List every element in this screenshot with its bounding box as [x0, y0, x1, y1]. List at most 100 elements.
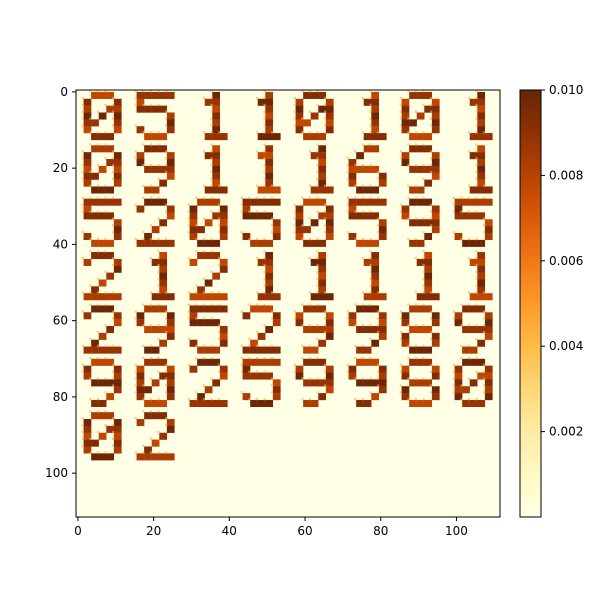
digit-halo	[316, 263, 319, 267]
digit-stroke	[462, 212, 470, 220]
digit-halo	[475, 370, 478, 373]
digit-stroke	[159, 105, 168, 113]
digit-stroke	[409, 186, 417, 194]
digit-halo	[240, 363, 243, 367]
digit-halo	[369, 96, 372, 100]
digit-stroke	[151, 186, 160, 194]
digit-stroke	[136, 365, 145, 373]
digit-stroke	[431, 226, 440, 234]
digit-stroke	[325, 105, 334, 113]
digit-halo	[475, 277, 478, 280]
digit-stroke	[431, 339, 440, 347]
digit-stroke	[98, 239, 107, 247]
digit-halo	[482, 370, 486, 373]
digit-halo	[157, 430, 160, 434]
digit-stroke	[310, 305, 319, 313]
digit-halo	[248, 356, 251, 360]
digit-halo	[134, 391, 137, 394]
digit-halo	[89, 250, 92, 253]
digit-stroke	[424, 272, 433, 280]
digit-stroke	[363, 165, 372, 173]
digit-stroke	[83, 159, 92, 167]
digit-halo	[316, 177, 319, 180]
digit-halo	[149, 163, 153, 167]
digit-halo	[157, 277, 160, 280]
digit-stroke	[113, 432, 122, 440]
digit-stroke	[325, 119, 334, 127]
digit-halo	[399, 203, 402, 206]
digit-stroke	[272, 379, 281, 387]
digit-halo	[376, 224, 380, 227]
digit-tile-48	[81, 410, 122, 461]
digit-halo	[111, 177, 115, 180]
digit-halo	[354, 210, 357, 213]
digit-halo	[422, 398, 425, 401]
digit-stroke	[477, 172, 486, 180]
digit-stroke	[431, 98, 440, 106]
digit-stroke	[144, 412, 152, 420]
digit-stroke	[91, 172, 99, 180]
digit-halo	[369, 143, 372, 146]
digit-halo	[210, 250, 213, 253]
digit-stroke	[477, 265, 486, 273]
digit-halo	[422, 344, 425, 347]
digit-stroke	[257, 186, 266, 194]
digit-halo	[104, 196, 107, 200]
digit-halo	[210, 157, 213, 160]
digit-stroke	[98, 186, 107, 194]
digit-halo	[263, 344, 266, 347]
digit-stroke	[212, 145, 221, 153]
digit-halo	[187, 363, 190, 367]
digit-halo	[142, 410, 145, 413]
digit-halo	[195, 224, 198, 227]
digit-halo	[89, 143, 92, 146]
digit-halo	[429, 310, 433, 313]
digit-halo	[164, 384, 168, 387]
digit-halo	[255, 356, 259, 360]
digit-halo	[323, 384, 327, 387]
digit-stroke	[348, 205, 357, 213]
digit-stroke	[98, 165, 107, 173]
digit-halo	[202, 250, 206, 253]
digit-halo	[195, 344, 198, 347]
digit-halo	[475, 237, 478, 241]
digit-halo	[467, 398, 471, 401]
digit-stroke	[371, 272, 380, 280]
digit-stroke	[378, 172, 387, 180]
digit-stroke	[378, 319, 387, 327]
digit-halo	[202, 277, 206, 280]
digit-stroke	[477, 91, 486, 99]
digit-halo	[308, 131, 312, 134]
digit-halo	[369, 237, 372, 241]
digit-stroke	[265, 286, 274, 294]
digit-stroke	[378, 179, 387, 187]
digit-stroke	[295, 205, 304, 213]
digit-halo	[164, 157, 168, 160]
digit-tile-34	[187, 303, 228, 354]
digit-stroke	[431, 312, 440, 320]
digit-halo	[369, 90, 372, 93]
digit-stroke	[189, 305, 198, 313]
digit-halo	[263, 370, 266, 373]
digit-tile-0	[81, 90, 122, 141]
digit-stroke	[151, 145, 160, 153]
digit-halo	[369, 117, 372, 120]
digit-halo	[104, 157, 107, 160]
digit-halo	[308, 150, 312, 153]
digit-halo	[301, 398, 304, 401]
colorbar-tick-label: 0.006	[549, 254, 583, 268]
digit-stroke	[363, 325, 372, 334]
digit-stroke	[431, 212, 440, 220]
digit-halo	[240, 196, 243, 200]
digit-halo	[323, 224, 327, 227]
digit-stroke	[401, 339, 410, 347]
digit-stroke	[113, 346, 122, 354]
digit-stroke	[265, 279, 274, 287]
digit-halo	[452, 196, 455, 200]
digit-halo	[270, 231, 274, 234]
digit-stroke	[212, 91, 221, 99]
digit-halo	[475, 263, 478, 267]
digit-stroke	[477, 198, 486, 206]
digit-stroke	[484, 226, 493, 234]
digit-stroke	[197, 319, 205, 327]
